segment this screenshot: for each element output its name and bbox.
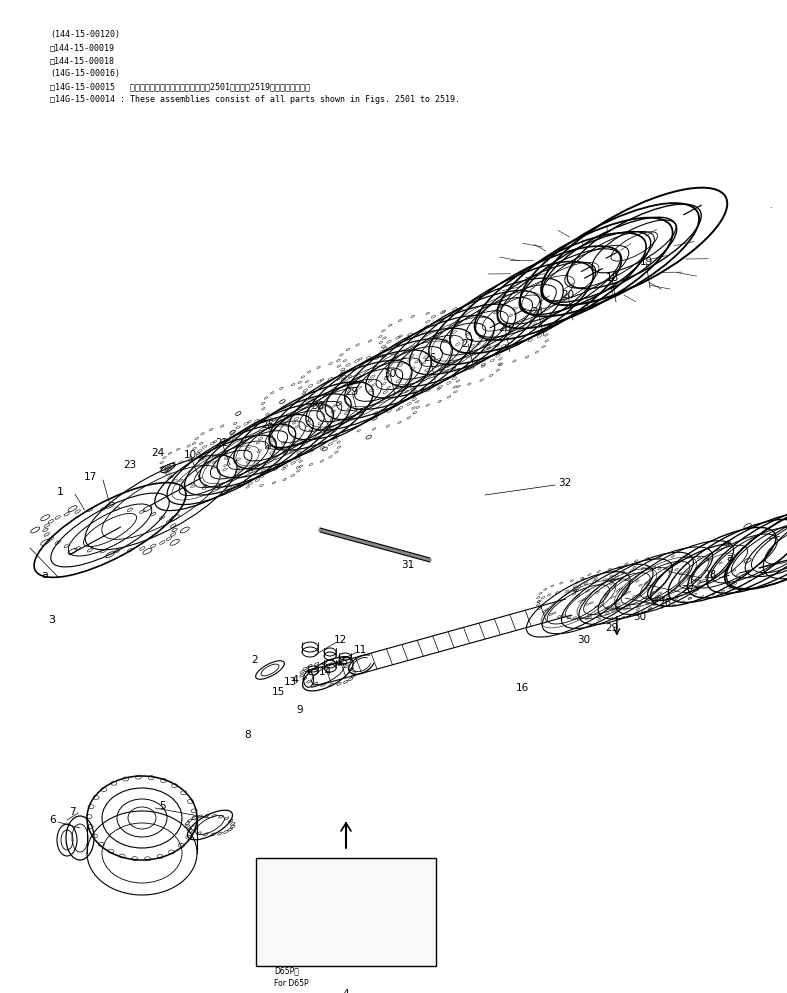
Text: .: . — [769, 201, 771, 210]
Text: 7: 7 — [68, 807, 76, 817]
Text: 15: 15 — [335, 657, 349, 667]
Text: □14G-15-00015   これらのアセンブリの構成部品は第2501図から第2519図まで含みます．: □14G-15-00015 これらのアセンブリの構成部品は第2501図から第25… — [50, 82, 310, 91]
Text: 14: 14 — [319, 667, 331, 677]
Text: 6: 6 — [50, 815, 57, 825]
Text: 30: 30 — [312, 401, 324, 411]
Text: 25: 25 — [261, 420, 275, 430]
Text: 5: 5 — [159, 801, 165, 811]
Text: 28: 28 — [704, 570, 717, 580]
Text: 17: 17 — [83, 472, 97, 482]
Text: □144-15-00019: □144-15-00019 — [50, 43, 115, 52]
Text: 27: 27 — [461, 339, 475, 349]
Text: 16: 16 — [515, 683, 529, 693]
Text: 13: 13 — [283, 677, 297, 687]
Text: (144-15-00120): (144-15-00120) — [50, 30, 120, 39]
Text: 9: 9 — [297, 705, 303, 715]
Text: 30: 30 — [578, 635, 590, 645]
Text: 3: 3 — [49, 615, 56, 625]
Text: 28: 28 — [498, 323, 512, 333]
Text: 8: 8 — [245, 730, 251, 740]
Text: 22: 22 — [216, 438, 229, 448]
Bar — [256, 858, 436, 966]
Text: 12: 12 — [334, 635, 346, 645]
Text: D65P用: D65P用 — [274, 966, 299, 975]
Text: 4: 4 — [291, 675, 298, 685]
Text: 1: 1 — [57, 487, 64, 497]
Text: 31: 31 — [401, 560, 415, 570]
Text: 27: 27 — [682, 585, 695, 595]
Text: a: a — [42, 570, 49, 580]
Text: □144-15-00018: □144-15-00018 — [50, 56, 115, 65]
Text: (14G-15-00016): (14G-15-00016) — [50, 69, 120, 78]
Text: 23: 23 — [124, 460, 137, 470]
Text: 24: 24 — [151, 448, 164, 458]
Text: 32: 32 — [558, 478, 571, 488]
Text: 19: 19 — [639, 257, 652, 267]
Text: 2: 2 — [252, 655, 258, 665]
Text: For D65P: For D65P — [274, 978, 309, 987]
Text: 29: 29 — [345, 387, 359, 397]
Text: 11: 11 — [353, 645, 367, 655]
Text: 30: 30 — [634, 612, 647, 622]
Text: 26: 26 — [423, 353, 437, 363]
Text: 26: 26 — [659, 598, 671, 608]
Text: 18: 18 — [605, 273, 619, 283]
Text: 10: 10 — [183, 450, 197, 460]
Text: 15: 15 — [272, 687, 285, 697]
Text: □14G-15-00014 : These assemblies consist of all parts shown in Figs. 2501 to 251: □14G-15-00014 : These assemblies consist… — [50, 95, 460, 104]
Text: a: a — [726, 553, 733, 563]
Text: 21: 21 — [531, 307, 545, 317]
Text: 4: 4 — [342, 989, 349, 993]
Text: 20: 20 — [561, 290, 575, 300]
Text: 29: 29 — [605, 623, 619, 633]
Text: 30: 30 — [383, 369, 397, 379]
